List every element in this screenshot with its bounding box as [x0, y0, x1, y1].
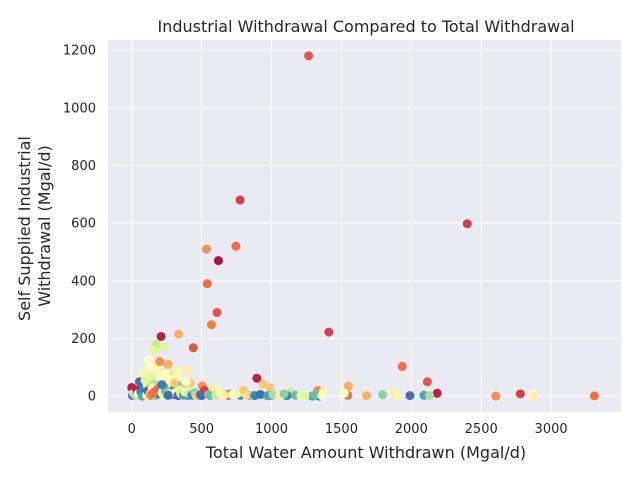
chart-title: Industrial Withdrawal Compared to Total … — [157, 17, 574, 36]
data-point — [206, 320, 216, 330]
data-point — [144, 355, 154, 365]
y-tick-labels: 0 200 400 600 800 1000 1200 — [63, 44, 96, 405]
data-point — [515, 389, 525, 399]
x-tick-label: 2000 — [395, 422, 428, 437]
data-point — [324, 327, 334, 337]
data-point — [339, 388, 349, 398]
x-tick-label: 0 — [128, 422, 136, 437]
y-tick-label: 600 — [71, 217, 96, 232]
data-point — [156, 331, 166, 341]
data-point — [157, 380, 167, 390]
data-points — [127, 51, 599, 401]
x-tick-labels: 0 500 1000 1500 2000 2500 3000 — [128, 422, 568, 437]
data-point — [148, 388, 158, 398]
plot-background — [108, 40, 621, 412]
y-axis-label: Self Supplied Industrial Withdrawal (Mga… — [15, 131, 54, 321]
y-tick-label: 1200 — [63, 44, 96, 59]
y-tick-label: 800 — [71, 159, 96, 174]
data-point — [202, 279, 212, 289]
data-point — [491, 391, 501, 401]
data-point — [175, 367, 185, 377]
data-point — [231, 241, 241, 251]
data-point — [213, 256, 223, 266]
x-tick-label: 3000 — [535, 422, 568, 437]
data-point — [343, 381, 353, 391]
data-point — [310, 390, 320, 400]
data-point — [188, 343, 198, 353]
data-point — [149, 345, 159, 355]
data-point — [235, 195, 245, 205]
data-point — [163, 390, 173, 400]
x-tick-label: 500 — [189, 422, 214, 437]
data-point — [362, 391, 372, 401]
data-point — [424, 391, 434, 401]
data-point — [422, 377, 432, 387]
data-point — [392, 390, 402, 400]
data-point — [202, 244, 212, 254]
data-point — [432, 388, 442, 398]
data-point — [159, 342, 169, 352]
y-tick-label: 200 — [71, 332, 96, 347]
data-point — [145, 362, 155, 372]
x-tick-label: 1500 — [325, 422, 358, 437]
data-point — [174, 329, 184, 339]
data-point — [317, 391, 327, 401]
data-point — [255, 389, 265, 399]
data-point — [529, 391, 539, 401]
data-point — [258, 379, 268, 389]
data-point — [265, 382, 275, 392]
data-point — [300, 391, 310, 401]
y-axis-label-line2: Withdrawal (Mgal/d) — [35, 145, 54, 307]
data-point — [252, 373, 262, 383]
grid-lines — [108, 40, 621, 412]
data-point — [268, 390, 278, 400]
data-point — [140, 375, 150, 385]
data-point — [183, 365, 193, 375]
y-tick-label: 1000 — [63, 101, 96, 116]
data-point — [462, 219, 472, 229]
y-axis-label-line1: Self Supplied Industrial — [15, 136, 34, 321]
data-point — [208, 382, 218, 392]
data-point — [181, 377, 191, 387]
data-point — [160, 370, 170, 380]
data-point — [589, 391, 599, 401]
data-point — [212, 308, 222, 318]
data-point — [279, 389, 289, 399]
x-tick-label: 1000 — [255, 422, 288, 437]
data-point — [169, 378, 179, 388]
x-axis-label: Total Water Amount Withdrawn (Mgal/d) — [205, 443, 526, 462]
data-point — [397, 361, 407, 371]
data-point — [304, 51, 314, 61]
y-tick-label: 400 — [71, 274, 96, 289]
data-point — [378, 390, 388, 400]
data-point — [153, 367, 163, 377]
data-point — [405, 391, 415, 401]
y-tick-label: 0 — [88, 390, 96, 405]
data-point — [163, 359, 173, 369]
data-point — [219, 390, 229, 400]
x-tick-label: 2500 — [465, 422, 498, 437]
data-point — [155, 357, 165, 367]
